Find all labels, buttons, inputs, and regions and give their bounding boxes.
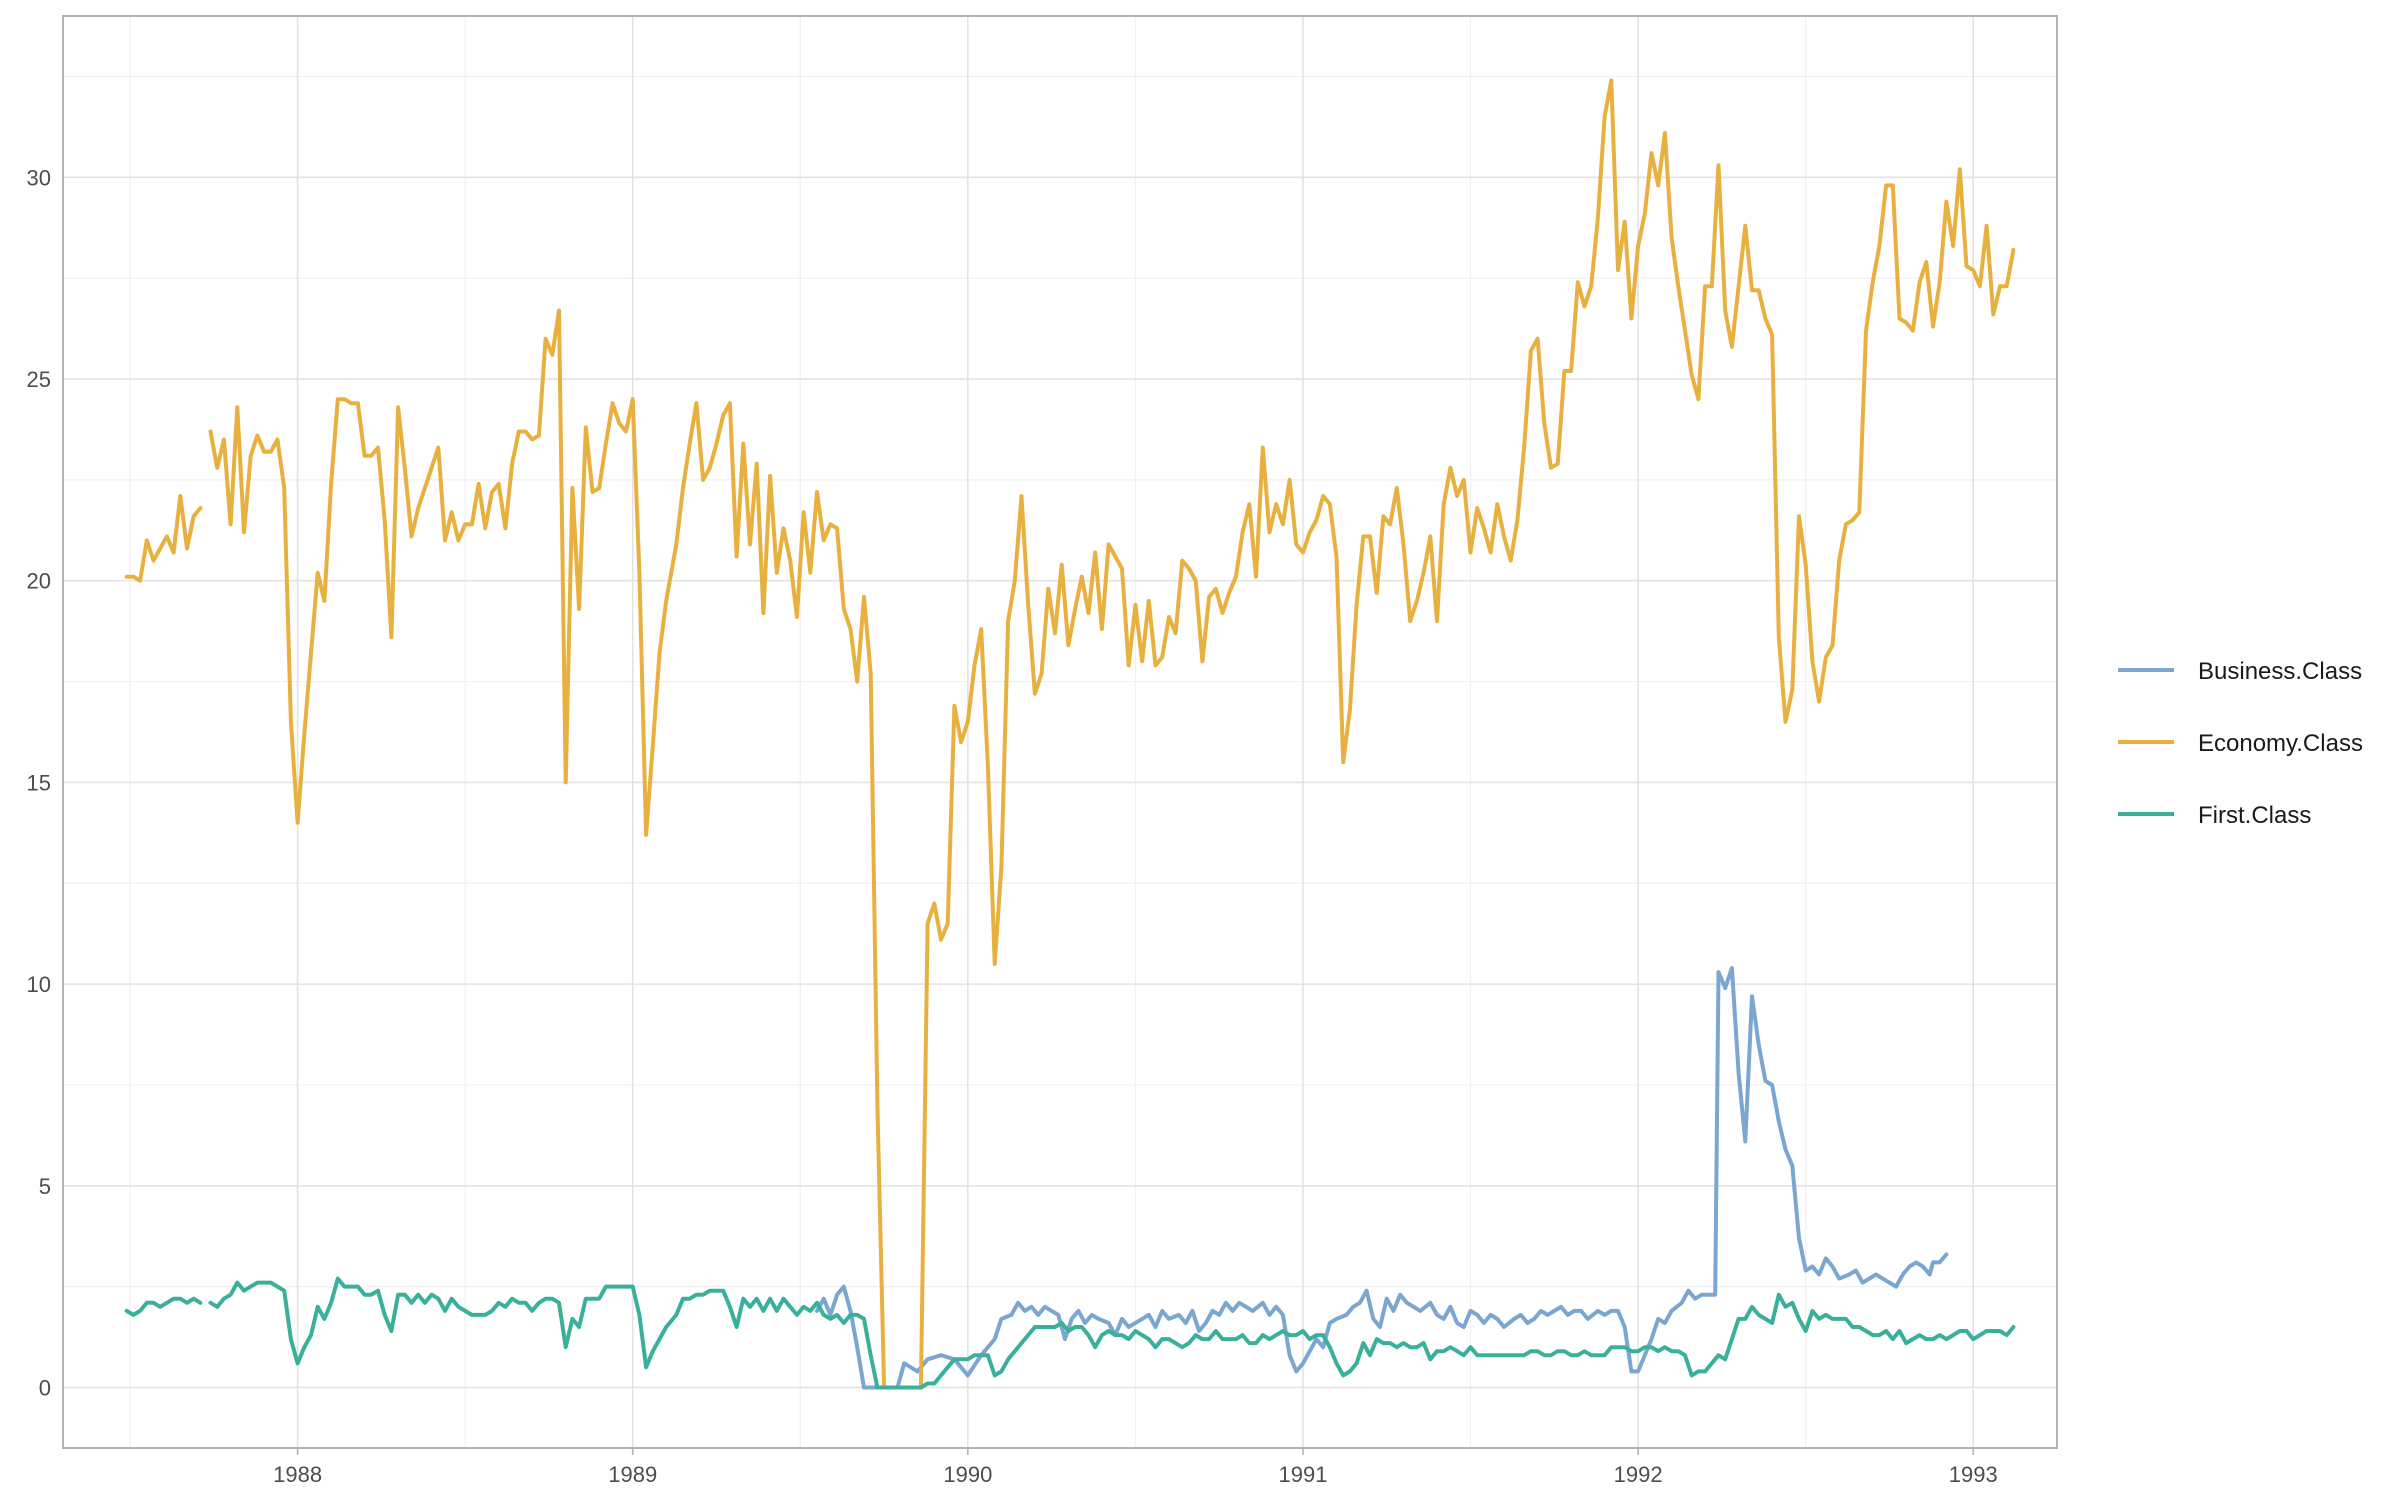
x-tick-label: 1990: [943, 1462, 992, 1487]
y-tick-label: 25: [27, 367, 51, 392]
legend-label: Economy.Class: [2198, 730, 2363, 757]
legend-item-first-class: First.Class: [2118, 802, 2311, 829]
series-line-economy-class: [208, 78, 2016, 1390]
x-axis: 1988 1989 1990 1991 1992 1993: [273, 1448, 1998, 1487]
series-layer: [124, 78, 2016, 1390]
x-tick-label: 1991: [1278, 1462, 1327, 1487]
y-tick-label: 30: [27, 165, 51, 190]
legend: Business.Class Economy.Class First.Class: [2118, 658, 2363, 829]
series-line-first-class: [124, 1296, 203, 1317]
x-tick-label: 1992: [1614, 1462, 1663, 1487]
panel-border: [62, 15, 2058, 1449]
legend-item-business-class: Business.Class: [2118, 658, 2362, 685]
y-tick-label: 20: [27, 569, 51, 594]
y-axis: 0 5 10 15 20 25 30: [27, 165, 51, 1400]
y-tick-label: 10: [27, 972, 51, 997]
x-tick-label: 1989: [608, 1462, 657, 1487]
y-tick-label: 5: [39, 1174, 51, 1199]
legend-label: First.Class: [2198, 802, 2311, 829]
y-tick-label: 15: [27, 770, 51, 795]
grid-minor: [63, 16, 2057, 1448]
series-line-first-class: [208, 1276, 2016, 1390]
series-line-economy-class: [124, 494, 203, 583]
legend-label: Business.Class: [2198, 658, 2362, 685]
legend-item-economy-class: Economy.Class: [2118, 730, 2363, 757]
y-tick-label: 0: [39, 1375, 51, 1400]
series-line-business-class: [815, 966, 1949, 1390]
x-tick-label: 1993: [1949, 1462, 1998, 1487]
x-tick-label: 1988: [273, 1462, 322, 1487]
